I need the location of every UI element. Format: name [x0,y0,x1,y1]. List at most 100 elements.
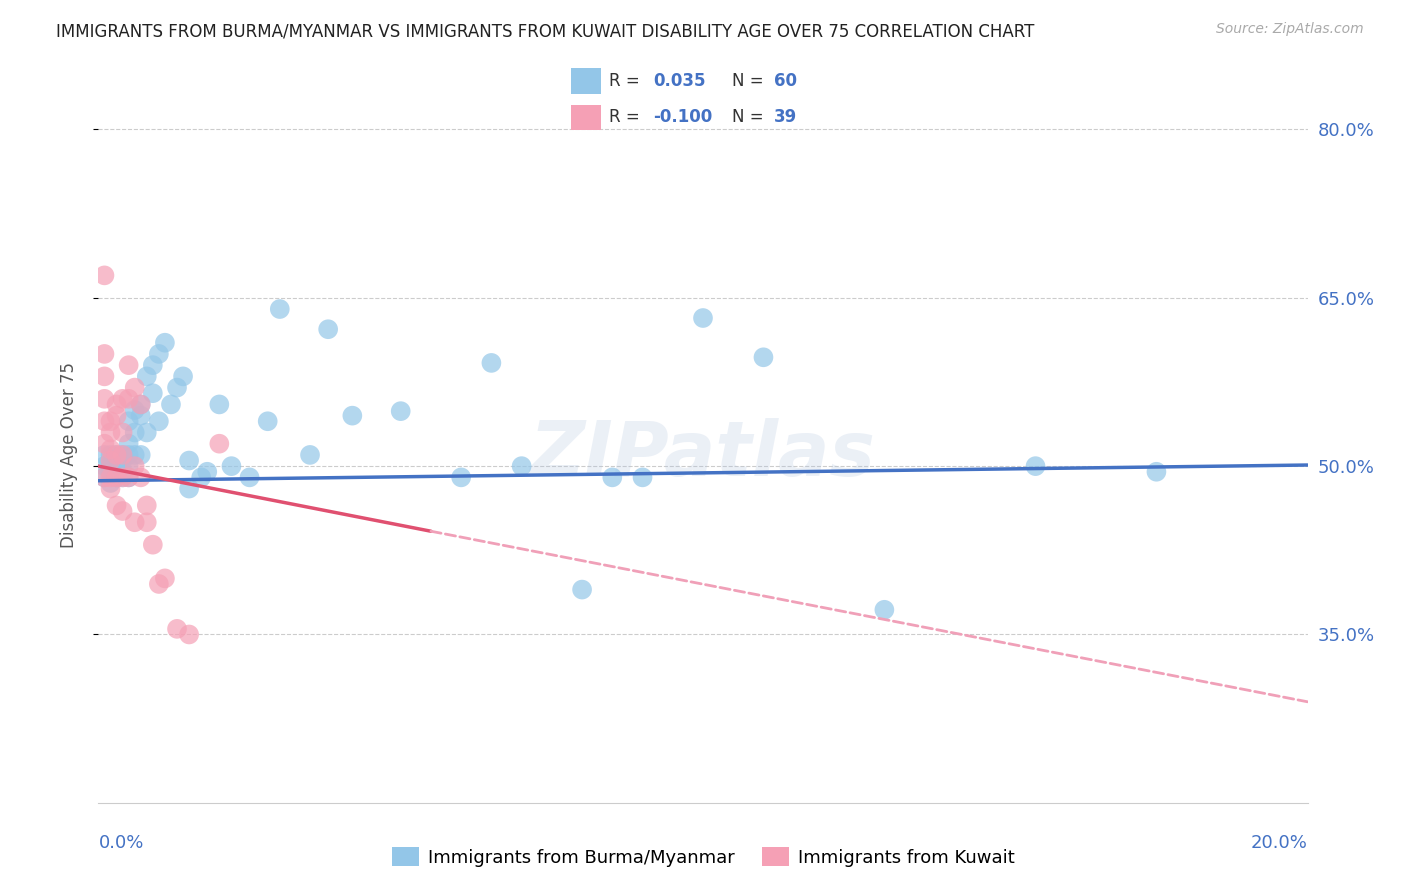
Point [93,268,115,283]
Point [389,404,412,418]
Point [135,499,157,513]
Point [221,459,243,474]
Text: N =: N = [733,71,763,89]
Point [692,311,714,326]
Point [571,582,593,597]
Point [105,448,128,462]
Point [105,470,128,484]
Point [1144,465,1167,479]
Point [111,448,134,462]
Bar [571,68,600,94]
Text: ZIPatlas: ZIPatlas [530,418,876,491]
Point [105,459,128,474]
Point [124,448,146,462]
Text: 20.0%: 20.0% [1251,834,1308,852]
Point [316,322,339,336]
Point [481,356,503,370]
Point [179,627,201,641]
Point [124,515,146,529]
Point [510,459,533,474]
Point [105,448,128,462]
Point [153,335,176,350]
Point [299,448,322,462]
Point [100,453,122,467]
Point [631,470,654,484]
Text: 39: 39 [773,109,797,127]
Point [450,470,472,484]
Point [118,436,141,450]
Point [179,453,201,467]
Point [105,397,128,411]
Point [129,470,152,484]
Point [602,470,624,484]
Text: -0.100: -0.100 [652,109,711,127]
Point [148,577,170,591]
Point [100,414,122,428]
Point [118,414,141,428]
Text: N =: N = [733,109,763,127]
Point [195,465,218,479]
Point [100,465,122,479]
Bar [571,104,600,130]
Point [752,351,775,365]
Point [269,301,291,316]
Point [100,425,122,440]
Legend: Immigrants from Burma/Myanmar, Immigrants from Kuwait: Immigrants from Burma/Myanmar, Immigrant… [384,840,1022,874]
Point [160,397,183,411]
Point [142,386,165,401]
Point [1024,459,1046,474]
Point [342,409,364,423]
Text: 0.035: 0.035 [652,71,706,89]
Point [105,459,128,474]
Point [118,459,141,474]
Point [100,475,122,490]
Point [873,603,896,617]
Point [142,358,165,372]
Point [93,459,115,474]
Point [166,381,188,395]
Point [111,470,134,484]
Point [124,425,146,440]
Point [129,397,152,411]
Point [239,470,262,484]
Point [124,459,146,474]
Point [256,414,278,428]
Point [124,381,146,395]
Point [129,397,152,411]
Point [129,409,152,423]
Text: R =: R = [609,71,640,89]
Point [105,470,128,484]
Point [93,414,115,428]
Point [118,470,141,484]
Y-axis label: Disability Age Over 75: Disability Age Over 75 [59,362,77,548]
Point [100,482,122,496]
Point [172,369,194,384]
Point [142,538,165,552]
Point [118,392,141,406]
Point [111,425,134,440]
Point [179,482,201,496]
Point [148,414,170,428]
Point [93,470,115,484]
Point [105,409,128,423]
Text: 0.0%: 0.0% [98,834,143,852]
Point [100,448,122,462]
Point [124,403,146,417]
Point [208,436,231,450]
Point [100,470,122,484]
Point [105,499,128,513]
Point [148,347,170,361]
Text: 60: 60 [773,71,797,89]
Point [135,515,157,529]
Point [100,442,122,457]
Point [118,470,141,484]
Point [190,470,212,484]
Point [111,392,134,406]
Point [100,459,122,474]
Point [111,470,134,484]
Text: R =: R = [609,109,640,127]
Point [93,369,115,384]
Point [111,465,134,479]
Text: Source: ZipAtlas.com: Source: ZipAtlas.com [1216,22,1364,37]
Point [93,448,115,462]
